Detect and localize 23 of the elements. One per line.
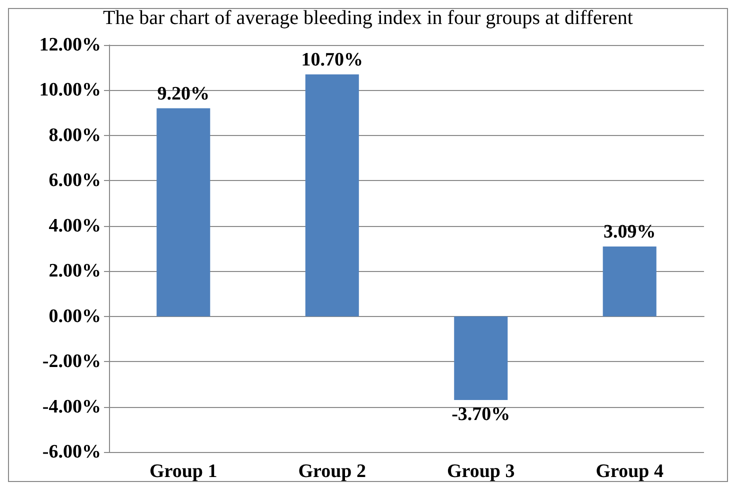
data-label: -3.70% <box>452 404 510 425</box>
data-label: 10.70% <box>301 49 363 70</box>
y-tick-label: -2.00% <box>42 351 101 372</box>
y-tick-label: -6.00% <box>42 442 101 462</box>
bar <box>156 108 210 316</box>
bar <box>305 74 359 316</box>
chart-title: The bar chart of average bleeding index in four groups at different <box>103 7 634 29</box>
y-tick-label: 0.00% <box>48 306 101 327</box>
x-tick-label: Group 4 <box>596 461 664 482</box>
x-tick-label: Group 3 <box>446 461 515 482</box>
y-tick-label: 4.00% <box>48 215 101 236</box>
y-tick-label: 2.00% <box>48 260 101 282</box>
y-tick-label: 6.00% <box>48 170 101 192</box>
y-tick-label: -4.00% <box>42 396 101 418</box>
data-label: 9.20% <box>157 83 210 104</box>
y-tick-label: 10.00% <box>39 80 101 101</box>
x-tick-label: Group 1 <box>149 461 218 482</box>
bar <box>454 316 508 400</box>
data-label: 3.09% <box>604 221 656 242</box>
x-tick-label: Group 2 <box>298 461 366 482</box>
y-tick-label: 8.00% <box>48 124 101 146</box>
y-tick-label: 12.00% <box>39 34 101 56</box>
bar <box>602 246 656 316</box>
